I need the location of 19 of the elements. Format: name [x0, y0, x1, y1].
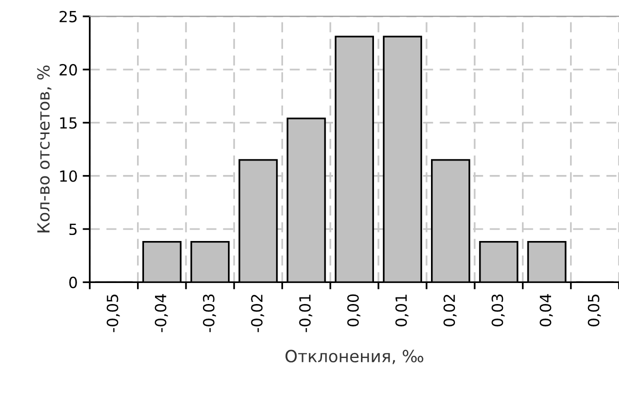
x-tick-label: 0,02	[443, 294, 457, 326]
y-tick-label: 5	[69, 224, 77, 236]
y-tick-label: 0	[69, 276, 77, 288]
x-axis-title: Отклонения, ‰	[286, 350, 424, 364]
x-tick-label: 0,05	[588, 294, 601, 326]
y-tick-label: 20	[60, 64, 77, 76]
x-tick-label: -0,01	[299, 294, 312, 332]
x-tick-label: -0,05	[106, 294, 120, 332]
y-axis-title: Кол-во отсчетов, %	[37, 66, 52, 232]
x-tick-label: -0,04	[154, 294, 168, 332]
y-tick-label: 15	[60, 117, 77, 129]
y-tick-label: 10	[60, 170, 77, 182]
x-tick-label: -0,02	[251, 294, 264, 332]
x-tick-label: 0,03	[492, 294, 505, 326]
x-tick-label: 0,04	[540, 294, 553, 326]
x-tick-label: -0,03	[202, 294, 216, 332]
x-tick-label: 0,01	[395, 294, 408, 326]
y-tick-label: 25	[60, 10, 77, 22]
x-tick-label: 0,00	[347, 294, 360, 326]
